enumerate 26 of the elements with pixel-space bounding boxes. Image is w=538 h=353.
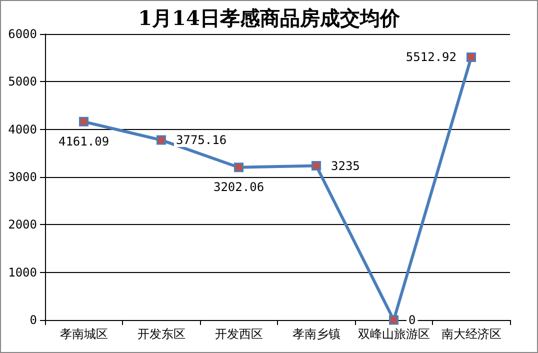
x-tick-label: 孝南乡镇 [292,327,340,341]
point [79,116,88,126]
data-label: 4161.09 [58,134,110,148]
x-tick-label: 开发西区 [214,327,263,341]
x-tick-label: 孝南城区 [60,327,108,341]
y-tick-label: 5000 [8,74,37,89]
point [234,162,244,172]
y-tick-label: 4000 [8,122,37,136]
data-label: 3775.16 [176,133,227,148]
chart-title: 1月14日孝感商品房成交均价 [138,6,401,30]
y-tick-label: 6000 [8,27,37,41]
x-tick-label: 开发东区 [137,327,186,341]
data-label: 3235 [331,158,360,173]
y-tick-label: 3000 [8,170,37,184]
y-tick-label: 1000 [8,265,37,280]
point [466,52,476,62]
x-tick-label: 南大经济区 [441,327,502,341]
data-label: 3202.06 [213,180,264,194]
point [156,135,166,145]
y-tick-label: 0 [30,313,37,327]
y-tick-label: 2000 [8,218,37,232]
point [312,161,321,171]
point [389,315,398,325]
data-label: 0 [408,313,416,327]
x-tick-label: 双峰山旅游区 [358,327,430,341]
data-label: 5512.92 [406,50,456,64]
